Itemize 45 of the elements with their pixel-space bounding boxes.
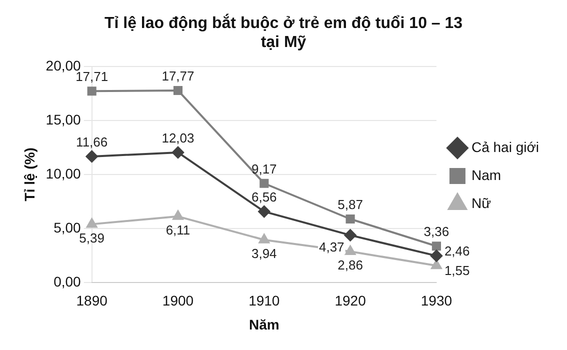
- x-tick-label: 1910: [248, 292, 280, 309]
- chart-title: Tỉ lệ lao động bắt buộc ở trẻ em độ tuổi 10 – 13 tại Mỹ: [104, 13, 463, 52]
- data-label: 2,86: [338, 258, 363, 273]
- legend-label: Cả hai giới: [471, 138, 539, 155]
- point: [258, 234, 270, 244]
- data-label: 6,56: [251, 190, 277, 205]
- data-label: 9,17: [251, 161, 277, 176]
- data-label: 3,94: [251, 246, 277, 261]
- x-tick-label: 1920: [334, 292, 366, 309]
- y-tick-label: 0,00: [54, 273, 82, 290]
- legend-label: Nữ: [471, 194, 491, 211]
- point: [344, 246, 356, 256]
- y-tick-label: 15,00: [46, 111, 82, 128]
- point: [172, 210, 184, 220]
- data-label: 3,36: [424, 224, 450, 240]
- x-tick-label: 1930: [420, 292, 452, 309]
- data-label: 5,87: [338, 197, 363, 212]
- point: [431, 260, 442, 270]
- point: [87, 86, 96, 96]
- x-axis-title: Năm: [248, 316, 280, 332]
- data-label: 1,55: [444, 263, 470, 278]
- data-label: 6,11: [166, 222, 190, 238]
- point: [344, 229, 356, 242]
- data-label: 12,03: [162, 130, 194, 146]
- point: [173, 86, 183, 96]
- y-tick-label: 10,00: [46, 165, 82, 182]
- data-label: 2,46: [444, 243, 470, 258]
- y-tick-label: 20,00: [46, 57, 82, 74]
- data-label: 5,39: [79, 230, 104, 246]
- point: [86, 150, 98, 162]
- x-tick-label: 1900: [162, 292, 194, 309]
- point: [432, 242, 441, 251]
- y-axis-title: Tỉ lệ (%): [21, 148, 38, 202]
- point: [86, 218, 98, 228]
- x-tick-label: 1890: [76, 292, 108, 309]
- point: [260, 178, 269, 188]
- point: [258, 206, 270, 218]
- data-label: 11,66: [76, 134, 108, 150]
- legend-label: Nam: [471, 166, 502, 183]
- point: [172, 146, 184, 158]
- point: [430, 250, 442, 262]
- y-tick-label: 5,00: [54, 219, 82, 236]
- data-label: 17,77: [162, 68, 194, 84]
- point: [346, 214, 355, 224]
- data-label: 4,37: [318, 239, 344, 254]
